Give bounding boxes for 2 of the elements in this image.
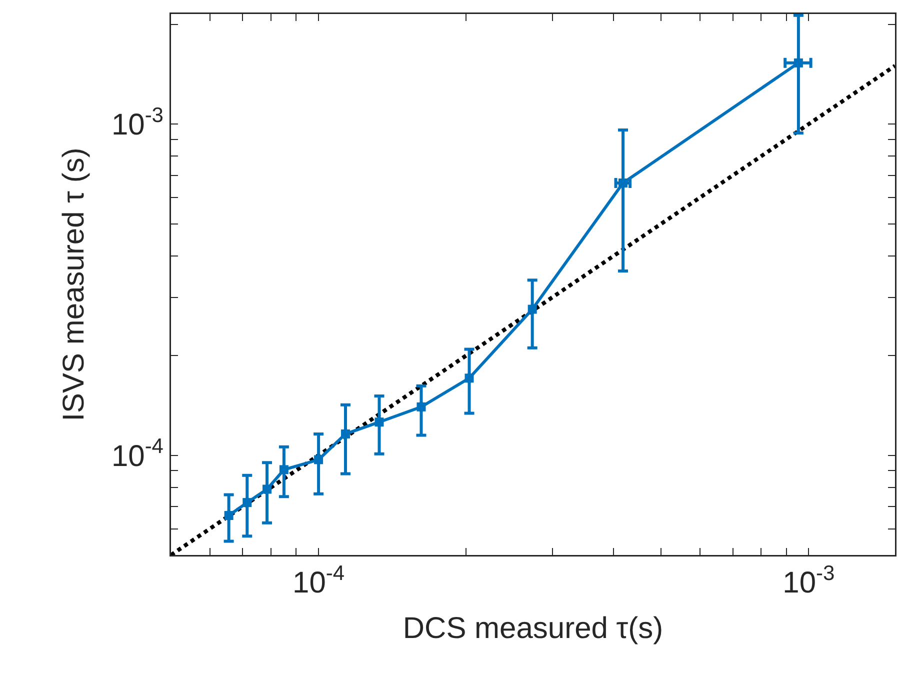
y-axis-title: ISVS measured τ (s) <box>58 148 91 422</box>
x-axis-title: DCS measured τ(s) <box>402 612 664 645</box>
